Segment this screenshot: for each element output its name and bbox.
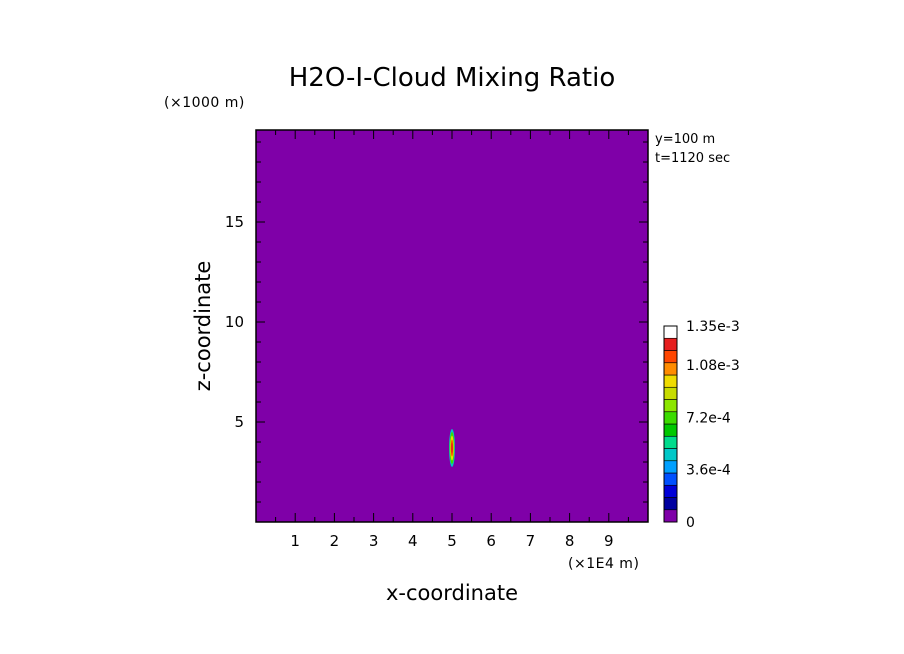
x-tick-label-4: 4 [408, 532, 418, 550]
x-tick-label-2: 2 [330, 532, 340, 550]
colorbar-swatch-3 [663, 472, 678, 486]
colorbar-label-3: 1.08e-3 [686, 358, 740, 374]
annotation-t: t=1120 sec [655, 151, 730, 166]
colorbar-label-0: 0 [686, 515, 695, 531]
colorbar-swatch-10 [663, 386, 678, 400]
colorbar-swatch-11 [663, 374, 678, 388]
colorbar-swatch-4 [663, 460, 678, 474]
colorbar-frame [663, 325, 678, 523]
colorbar-label-2: 7.2e-4 [686, 410, 731, 426]
x-tick-label-5: 5 [447, 532, 457, 550]
x-tick-label-9: 9 [604, 532, 614, 550]
colorbar-swatch-9 [663, 399, 678, 413]
chart-title: H2O-I-Cloud Mixing Ratio [289, 63, 616, 93]
colorbar-label-4: 1.35e-3 [686, 319, 740, 335]
annotation-y: y=100 m [655, 132, 715, 147]
x-tick-label-8: 8 [565, 532, 575, 550]
cloud-contour-5 [451, 443, 453, 453]
colorbar-swatch-7 [663, 423, 678, 437]
y-tick-label-5: 5 [234, 413, 244, 431]
y-unit-label: (×1000 m) [164, 95, 245, 111]
y-tick-label-15: 15 [225, 213, 244, 231]
colorbar-swatch-12 [663, 362, 678, 376]
colorbar-swatch-1 [663, 497, 678, 511]
colorbar-swatch-5 [663, 448, 678, 462]
colorbar-swatch-14 [663, 337, 678, 351]
x-tick-label-3: 3 [369, 532, 379, 550]
x-unit-label: (×1E4 m) [568, 556, 639, 572]
x-axis-label: x-coordinate [386, 581, 518, 605]
colorbar-swatch-6 [663, 435, 678, 449]
y-axis-label: z-coordinate [191, 261, 215, 392]
colorbar-swatch-15 [663, 325, 678, 339]
colorbar-swatch-13 [663, 350, 678, 364]
colorbar-swatch-2 [663, 484, 678, 498]
colorbar-label-1: 3.6e-4 [686, 463, 731, 479]
y-tick-label-10: 10 [225, 313, 244, 331]
x-tick-label-6: 6 [486, 532, 496, 550]
colorbar-swatch-8 [663, 411, 678, 425]
x-tick-label-7: 7 [526, 532, 536, 550]
colorbar-swatch-0 [663, 509, 678, 523]
x-tick-label-1: 1 [290, 532, 300, 550]
